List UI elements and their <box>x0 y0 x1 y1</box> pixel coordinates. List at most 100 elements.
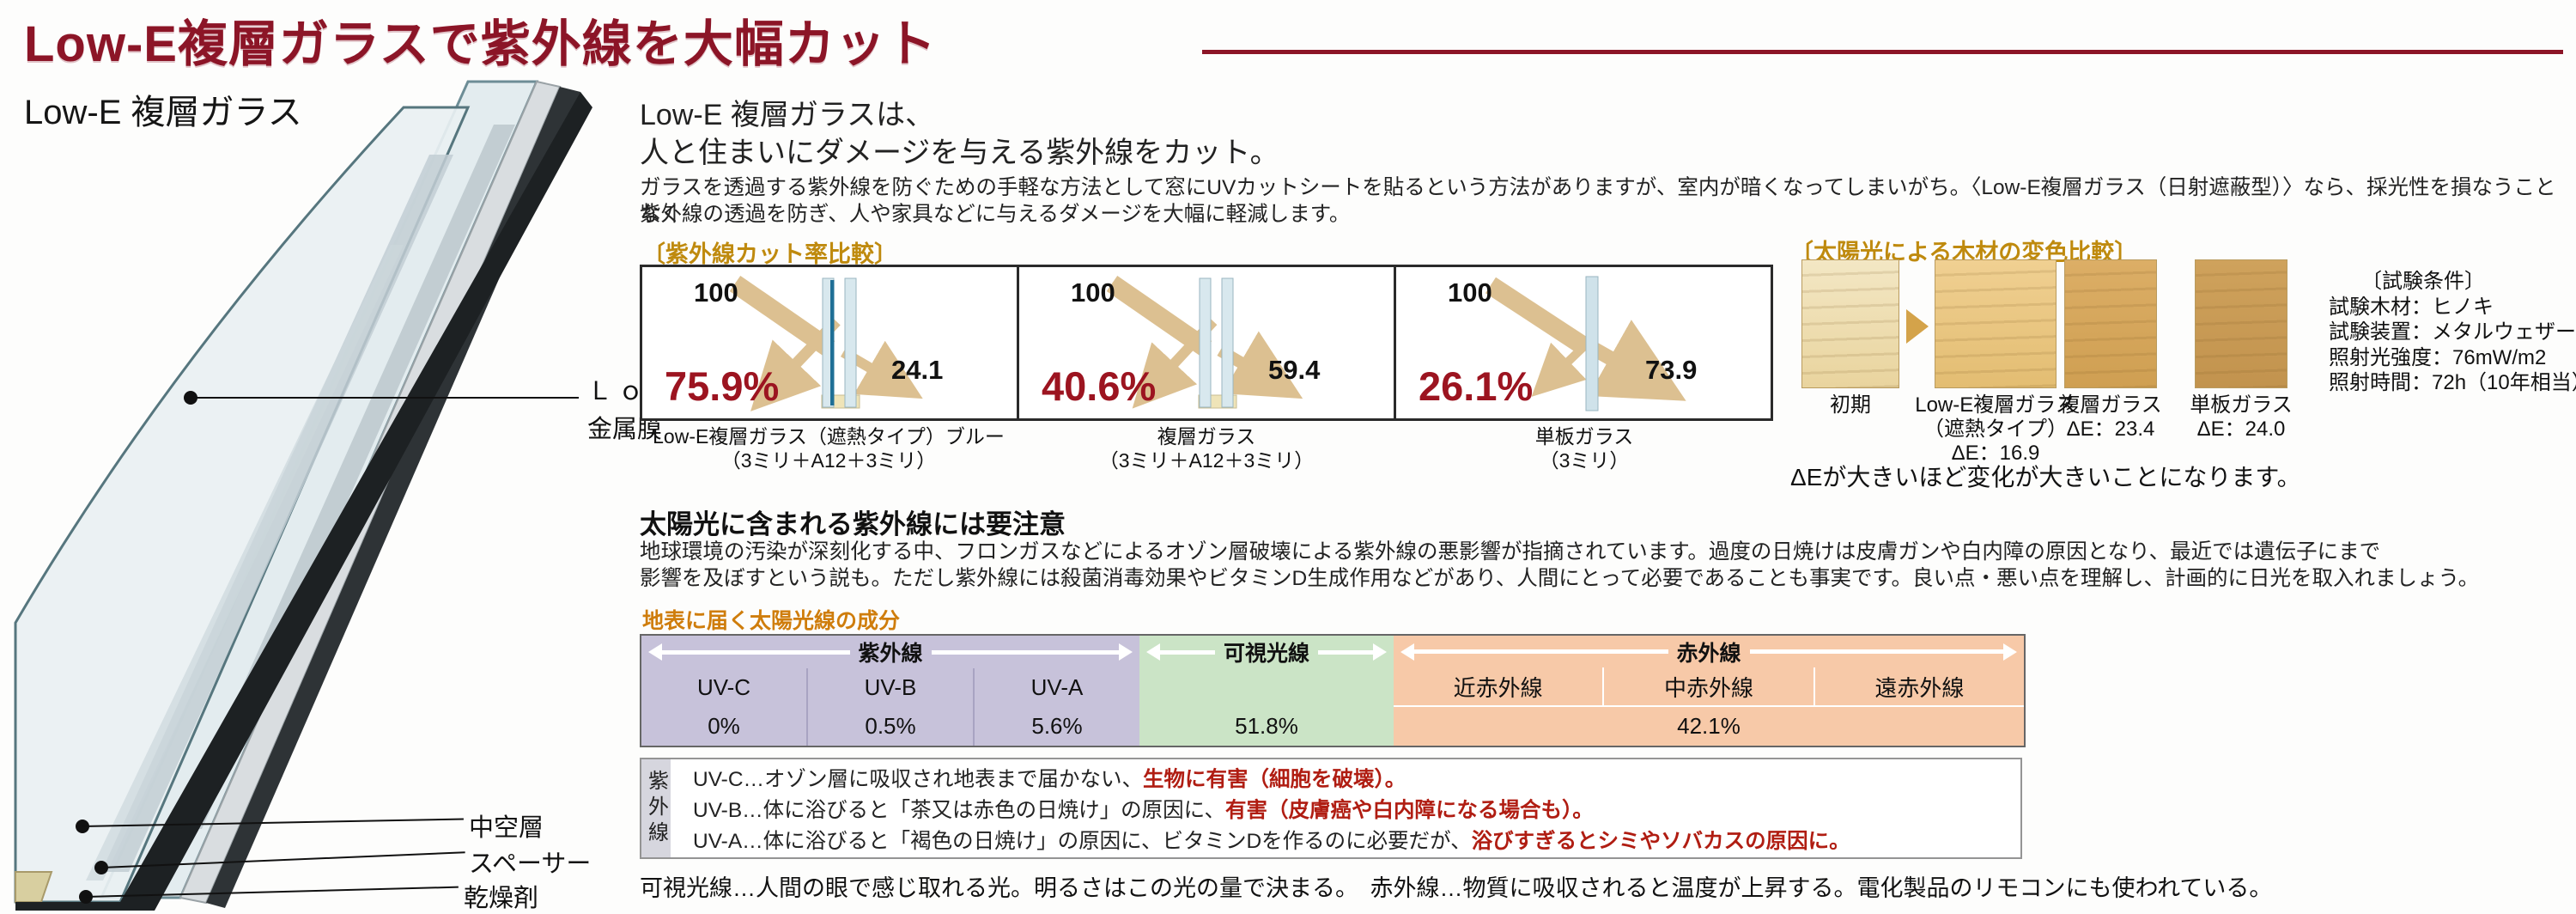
uv-col-uvc: UV-C 0% <box>641 668 806 746</box>
spacer <box>1139 668 1394 706</box>
ir-band-header: 赤外線 <box>1394 636 2024 667</box>
footer-note: 可視光線…人間の眼で感じ取れる光。明るさはこの光の量で決まる。 赤外線…物質に吸… <box>640 875 2273 901</box>
uv-cut-captions: Low-E複層ガラス（遮熱タイプ）ブルー （3ミリ＋A12＋3ミリ） 複層ガラス… <box>640 424 1773 472</box>
uv-cut-panel-lowe: 100 75.9% 24.1 <box>642 267 1017 418</box>
wood-texture <box>1802 260 1899 387</box>
ir-band-label: 赤外線 <box>1676 641 1741 666</box>
uv-notes-box: 紫外線 UV-C…オゾン層に吸収され地表まで届かない、生物に有害（細胞を破壊）。… <box>640 758 2022 859</box>
uv-note-red: 生物に有害（細胞を破壊）。 <box>1143 768 1406 791</box>
label-spacer: スペーサー <box>469 850 592 878</box>
delta-e-value: ΔE：16.9 <box>1951 442 2040 465</box>
ir-columns: 近赤外線 中赤外線 遠赤外線 <box>1394 667 2024 707</box>
label-desiccant: 乾燥剤 <box>464 885 539 912</box>
arrow-right-icon <box>2003 643 2018 661</box>
caution-body-line1: 地球環境の汚染が深刻化する中、フロンガスなどによるオゾン層破壊による紫外線の悪影… <box>640 540 2381 564</box>
uv-col-label: UV-A <box>1030 673 1084 700</box>
uv-col-uva: UV-A 5.6% <box>973 668 1139 746</box>
uv-note-red: 浴びすぎるとシミやソバカスの原因に。 <box>1471 830 1850 853</box>
uv-col-label: UV-B <box>864 673 917 700</box>
wood-texture <box>2196 260 2287 387</box>
arrow-right-icon <box>1373 643 1388 661</box>
test-condition-line: 試験木材：ヒノキ <box>2329 295 2494 319</box>
uv-cut-heading: 〔紫外線カット率比較〕 <box>642 241 897 267</box>
visible-band: 可視光線 51.8% <box>1139 636 1394 746</box>
test-conditions: 〔試験条件〕 試験木材：ヒノキ 試験装置：メタルウェザー 照射光強度：76mW/… <box>2329 269 2576 396</box>
transmitted-value: 73.9 <box>1645 355 1698 385</box>
incoming-value: 100 <box>1448 277 1492 308</box>
panel-caption-spec: （3ミリ＋A12＋3ミリ） <box>720 449 937 472</box>
wood-swatch-lowe <box>1935 259 2057 388</box>
wood-swatch-double <box>2064 259 2157 388</box>
wood-texture <box>2065 260 2156 387</box>
label-air-layer: 中空層 <box>469 814 544 842</box>
incoming-value: 100 <box>1071 277 1115 308</box>
intro-body-line1: ガラスを透過する紫外線を防ぐための手軽な方法として窓にUVカットシートを貼るとい… <box>640 176 2556 226</box>
swatch-label-single: 単板ガラス ΔE：24.0 <box>2190 393 2293 442</box>
uv-note-red: 有害（皮膚癌や白内障になる場合も）。 <box>1224 799 1594 822</box>
ir-col-label: 中赤外線 <box>1602 667 1813 705</box>
glass-ray-diagram-single <box>1485 276 1686 411</box>
test-condition-line: 照射光強度：76mW/m2 <box>2329 345 2547 369</box>
uv-cut-comparison-box: 100 75.9% 24.1 100 40.6% 59.4 100 26.1% … <box>640 265 1773 421</box>
cut-percent-value: 26.1% <box>1419 363 1534 409</box>
uv-col-value: 5.6% <box>1031 712 1083 739</box>
ir-col-label: 近赤外線 <box>1453 674 1543 701</box>
arrow-bar <box>931 649 1120 655</box>
uv-col-value: 0.5% <box>865 712 916 739</box>
uv-col-value: 0% <box>708 712 740 739</box>
arrow-left-icon <box>1400 643 1414 661</box>
panel-caption-spec: （3ミリ） <box>1539 449 1630 472</box>
intro-body-line2: 紫外線の透過を防ぎ、人や家具などに与えるダメージを大幅に軽減します。 <box>640 203 1351 226</box>
panel-caption-name: Low-E複層ガラス（遮熱タイプ）ブルー <box>653 425 1005 448</box>
visible-band-label: 可視光線 <box>1224 642 1310 666</box>
wood-swatch-initial <box>1801 259 1899 388</box>
visible-value: 51.8% <box>1235 712 1298 739</box>
swatch-label-lowe: Low-E複層ガラス （遮熱タイプ） ΔE：16.9 <box>1913 393 2078 466</box>
uv-notes-side-label: 紫外線 <box>644 770 668 847</box>
panel-caption: 単板ガラス （3ミリ） <box>1395 424 1773 472</box>
delta-e-value: ΔE：24.0 <box>2196 417 2286 441</box>
uv-note-plain: UV-C…オゾン層に吸収され地表まで届かない、 <box>693 768 1144 791</box>
cut-percent-value: 75.9% <box>665 363 780 409</box>
uv-note-row-uvb: UV-B…体に浴びると「茶又は赤色の日焼け」の原因に、有害（皮膚癌や白内障になる… <box>693 795 2020 826</box>
uv-note-row-uva: UV-A…体に浴びると「褐色の日焼け」の原因に、ビタミンDを作るのに必要だが、浴… <box>693 826 2020 857</box>
uv-cut-panel-double: 100 40.6% 59.4 <box>1017 267 1394 418</box>
swatch-sub: （遮熱タイプ） <box>1923 417 2068 441</box>
intro-heading-line2: 人と住まいにダメージを与える紫外線をカット。 <box>640 137 1279 169</box>
wood-swatch-single <box>2195 259 2287 388</box>
wood-texture <box>1935 260 2056 387</box>
transmitted-value: 24.1 <box>891 355 944 385</box>
arrow-bar <box>662 649 850 655</box>
uv-band: 紫外線 UV-C 0% UV-B 0.5% UV-A 5.6% <box>641 636 1139 746</box>
panel-caption: Low-E複層ガラス（遮熱タイプ）ブルー （3ミリ＋A12＋3ミリ） <box>640 424 1018 472</box>
uv-col-label: UV-C <box>696 673 751 700</box>
title-rule <box>1202 50 2563 54</box>
ir-col-label: 遠赤外線 <box>1813 667 2024 705</box>
spectrum-heading: 地表に届く太陽光線の成分 <box>642 609 901 633</box>
uv-note-plain: UV-B…体に浴びると「茶又は赤色の日焼け」の原因に、 <box>693 799 1225 822</box>
spectrum-table: 紫外線 UV-C 0% UV-B 0.5% UV-A 5.6% 可視光線 51.… <box>640 634 2026 747</box>
transmitted-value: 59.4 <box>1268 355 1321 385</box>
arrow-left-icon <box>648 643 662 661</box>
caution-heading: 太陽光に含まれる紫外線には要注意 <box>640 509 1066 539</box>
uv-notes-side-chip: 紫外線 <box>641 759 671 857</box>
swatch-name: Low-E複層ガラス <box>1915 393 2076 417</box>
arrow-left-icon <box>1146 643 1160 661</box>
leader-line-lowe-film <box>191 397 579 399</box>
visible-band-header: 可視光線 <box>1139 636 1394 668</box>
swatch-label-initial: 初期 <box>1830 393 1871 417</box>
page-title: Low-E複層ガラスで紫外線を大幅カット <box>24 16 937 72</box>
uv-band-header: 紫外線 <box>641 636 1139 668</box>
arrow-right-icon <box>1119 643 1133 661</box>
glass-unit-diagram <box>14 80 592 911</box>
uv-band-label: 紫外線 <box>858 642 923 666</box>
product-name-label: Low-E 複層ガラス <box>24 94 302 131</box>
swatch-name: 複層ガラス <box>2059 393 2162 417</box>
arrow-bar <box>1160 649 1215 655</box>
fade-arrow-icon <box>1906 309 1929 344</box>
uv-cut-panel-single: 100 26.1% 73.9 <box>1394 267 1771 418</box>
cut-percent-value: 40.6% <box>1042 363 1157 409</box>
test-condition-line: 試験装置：メタルウェザー <box>2329 320 2576 344</box>
uv-note-plain: UV-A…体に浴びると「褐色の日焼け」の原因に、ビタミンDを作るのに必要だが、 <box>693 830 1472 853</box>
glass-ray-diagram-double <box>1106 275 1303 409</box>
